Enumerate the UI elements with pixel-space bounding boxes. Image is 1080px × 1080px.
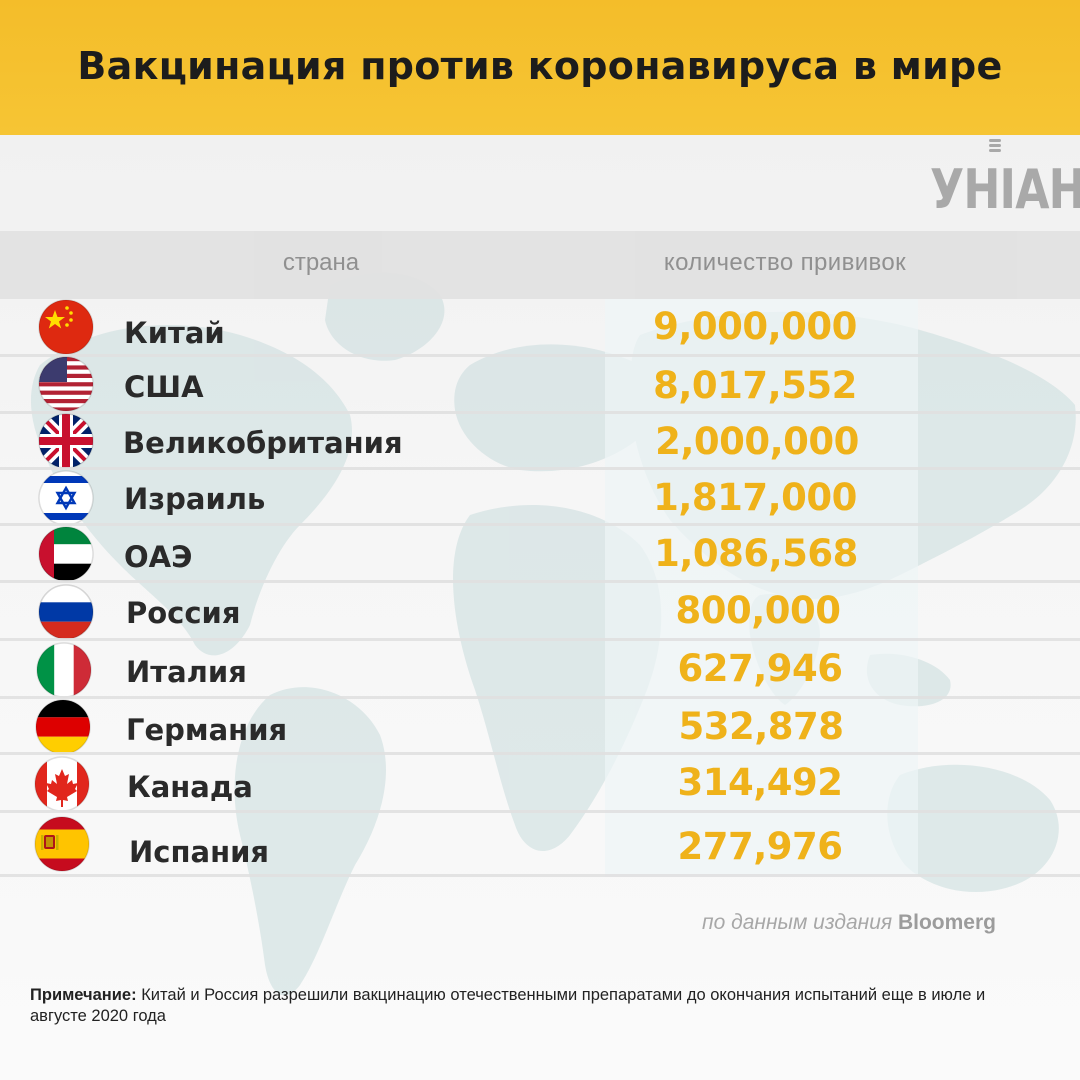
germany-flag-icon: [35, 699, 91, 755]
country-name: Великобритания: [123, 426, 403, 460]
table-header: страна количество прививок: [0, 231, 1080, 299]
usa-flag-icon: [38, 356, 94, 412]
table-row: Италия 627,946: [0, 641, 1080, 698]
row-divider: [0, 810, 1080, 813]
country-name: Россия: [126, 596, 241, 630]
country-name: Испания: [129, 835, 270, 869]
vaccination-count: 800,000: [675, 589, 841, 632]
table-row: Израиль 1,817,000: [0, 470, 1080, 527]
china-flag-icon: [38, 299, 94, 355]
microphone-icon: [989, 139, 1001, 152]
logo-text: УНІАН: [930, 158, 1080, 221]
row-divider: [0, 638, 1080, 641]
spain-flag-icon: [34, 816, 90, 872]
vaccination-count: 1,817,000: [653, 476, 857, 519]
country-name: Канада: [127, 770, 253, 804]
table-row: Германия 532,878: [0, 699, 1080, 756]
country-name: Италия: [126, 655, 247, 689]
row-divider: [0, 752, 1080, 755]
table-row: ОАЭ 1,086,568: [0, 526, 1080, 583]
country-name: Израиль: [124, 482, 266, 516]
italy-flag-icon: [36, 642, 92, 698]
vaccination-count: 9,000,000: [653, 305, 857, 348]
header-banner: Вакцинация против коронавируса в мире: [0, 0, 1080, 135]
source-name: Bloomerg: [897, 911, 996, 934]
row-divider: [0, 580, 1080, 583]
count-column-header: количество прививок: [663, 249, 907, 276]
vaccination-count: 314,492: [677, 761, 843, 804]
table-row: Канада 314,492: [0, 755, 1080, 812]
table-row: Китай 9,000,000: [0, 299, 1080, 356]
row-divider: [0, 467, 1080, 470]
country-column-header: страна: [282, 249, 360, 276]
vaccination-count: 1,086,568: [654, 532, 858, 575]
row-divider: [0, 874, 1080, 877]
footnote-text: Китай и Россия разрешили вакцинацию отеч…: [30, 986, 986, 1025]
vaccination-count: 627,946: [677, 647, 843, 690]
uk-flag-icon: [38, 413, 94, 469]
country-name: США: [124, 370, 204, 404]
country-name: Германия: [126, 713, 288, 747]
vaccination-count: 277,976: [677, 825, 843, 868]
value-column-band: [605, 299, 918, 877]
uae-flag-icon: [38, 526, 94, 582]
footnote: Примечание: Китай и Россия разрешили вак…: [30, 985, 1040, 1027]
source-prefix: по данным издания: [702, 911, 893, 934]
table-row: Великобритания 2,000,000: [0, 413, 1080, 471]
russia-flag-icon: [38, 584, 94, 640]
table-row: США 8,017,552: [0, 356, 1080, 414]
israel-flag-icon: [38, 470, 94, 526]
page-title: Вакцинация против коронавируса в мире: [77, 44, 1003, 88]
vaccination-count: 8,017,552: [653, 364, 857, 407]
table-row: Испания 277,976: [0, 813, 1080, 872]
row-divider: [0, 696, 1080, 699]
unian-logo: УНІАН: [930, 138, 1080, 221]
source-credit: по данным издания Bloomerg: [560, 911, 996, 935]
country-name: ОАЭ: [124, 540, 193, 574]
table-row: Россия 800,000: [0, 583, 1080, 640]
country-name: Китай: [124, 316, 225, 350]
vaccination-count: 2,000,000: [655, 420, 859, 463]
row-divider: [0, 354, 1080, 357]
row-divider: [0, 523, 1080, 526]
vaccination-count: 532,878: [678, 705, 844, 748]
row-divider: [0, 411, 1080, 414]
footnote-label: Примечание:: [30, 986, 137, 1004]
canada-flag-icon: [34, 756, 90, 812]
